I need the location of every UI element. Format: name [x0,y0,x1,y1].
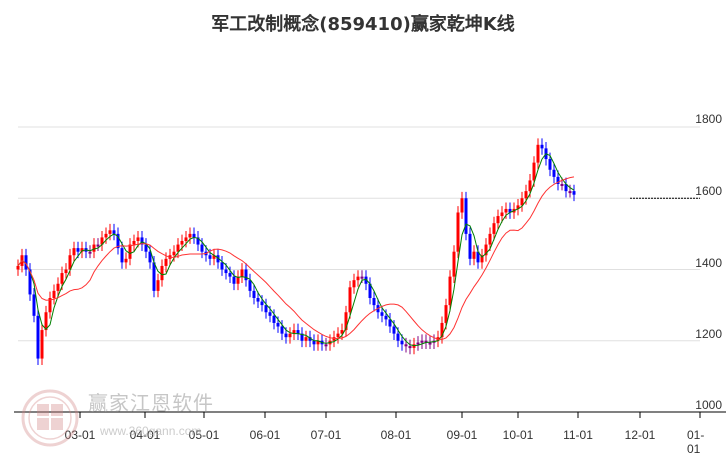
x-label: 01-01 [687,428,705,456]
y-label-1400: 1400 [695,256,722,270]
x-label: 08-01 [380,428,412,442]
x-label: 05-01 [188,428,220,442]
y-label-1000: 1000 [695,398,722,412]
y-label-1600: 1600 [695,184,722,198]
y-label-1800: 1800 [695,112,722,126]
watermark-logo-icon [21,389,79,447]
x-label: 07-01 [310,428,342,442]
watermark-url: www.360gann.com [100,424,202,438]
x-label: 06-01 [249,428,281,442]
x-label: 09-01 [446,428,478,442]
x-label: 11-01 [563,428,593,442]
x-label: 10-01 [502,428,534,442]
y-label-1200: 1200 [695,327,722,341]
x-label: 12-01 [624,428,656,442]
x-label: 03-01 [64,428,96,442]
watermark-brand: 赢家江恩软件 [88,391,214,415]
x-label: 04-01 [129,428,161,442]
chart-title: 军工改制概念(859410)赢家乾坤K线 [211,14,515,35]
